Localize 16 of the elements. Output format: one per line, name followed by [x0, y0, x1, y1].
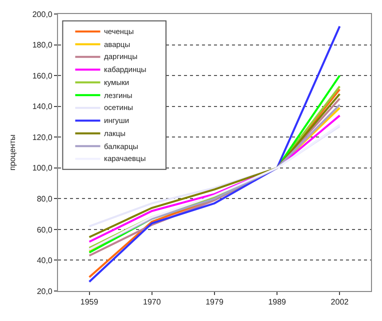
y-tick-label: 120,0: [32, 132, 53, 142]
y-tick-label: 160,0: [32, 71, 53, 80]
y-tick-label: 100,0: [32, 164, 53, 173]
y-axis-title: проценты: [8, 134, 18, 171]
y-tick-label: 180,0: [32, 40, 53, 50]
y-tick-label: 80,0: [36, 194, 53, 204]
x-tick-label: 1970: [143, 298, 162, 307]
x-tick-label: 1989: [268, 298, 287, 307]
y-tick-label: 20,0: [36, 286, 53, 296]
y-tick-label: 60,0: [36, 225, 53, 234]
y-tick-label: 200,0: [32, 10, 53, 19]
y-tick-label: 140,0: [32, 102, 53, 112]
x-tick-label: 1979: [206, 298, 224, 307]
x-tick-label: 1959: [80, 298, 99, 307]
x-tick-label: 2002: [330, 298, 350, 307]
y-tick-label: 40,0: [36, 256, 53, 266]
